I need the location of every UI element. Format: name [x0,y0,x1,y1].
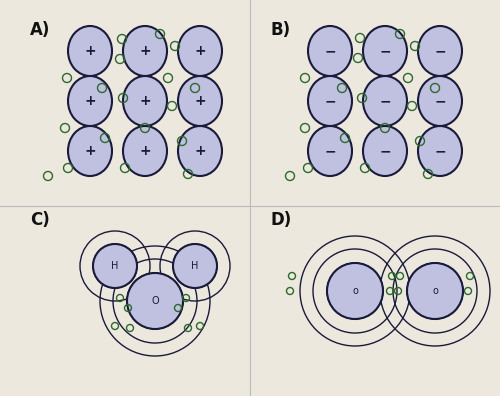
Text: −: − [434,144,446,158]
Text: −: − [379,144,391,158]
Circle shape [173,244,217,288]
Text: +: + [194,94,206,108]
Text: o: o [352,286,358,296]
Text: −: − [379,94,391,108]
Text: +: + [194,144,206,158]
Text: +: + [139,144,151,158]
Ellipse shape [123,26,167,76]
Circle shape [327,263,383,319]
Ellipse shape [178,76,222,126]
Text: +: + [139,94,151,108]
Text: +: + [84,144,96,158]
Text: −: − [434,44,446,58]
Text: −: − [324,44,336,58]
Text: +: + [84,44,96,58]
Circle shape [93,244,137,288]
Circle shape [407,263,463,319]
Ellipse shape [308,26,352,76]
Text: +: + [84,94,96,108]
Ellipse shape [68,126,112,176]
Ellipse shape [418,26,462,76]
Text: −: − [434,94,446,108]
Text: B): B) [270,21,290,39]
Ellipse shape [363,76,407,126]
Text: o: o [432,286,438,296]
Text: O: O [151,296,159,306]
Ellipse shape [123,126,167,176]
Ellipse shape [308,76,352,126]
Ellipse shape [308,126,352,176]
Text: −: − [324,94,336,108]
Text: +: + [194,44,206,58]
Text: −: − [324,144,336,158]
Text: C): C) [30,211,50,229]
Ellipse shape [68,26,112,76]
Ellipse shape [363,26,407,76]
Ellipse shape [178,26,222,76]
Text: H: H [192,261,198,271]
Ellipse shape [178,126,222,176]
Circle shape [127,273,183,329]
Ellipse shape [418,76,462,126]
Text: D): D) [270,211,291,229]
Text: H: H [112,261,118,271]
Text: −: − [379,44,391,58]
Ellipse shape [68,76,112,126]
Text: +: + [139,44,151,58]
Ellipse shape [363,126,407,176]
Ellipse shape [418,126,462,176]
Ellipse shape [123,76,167,126]
Text: A): A) [30,21,50,39]
